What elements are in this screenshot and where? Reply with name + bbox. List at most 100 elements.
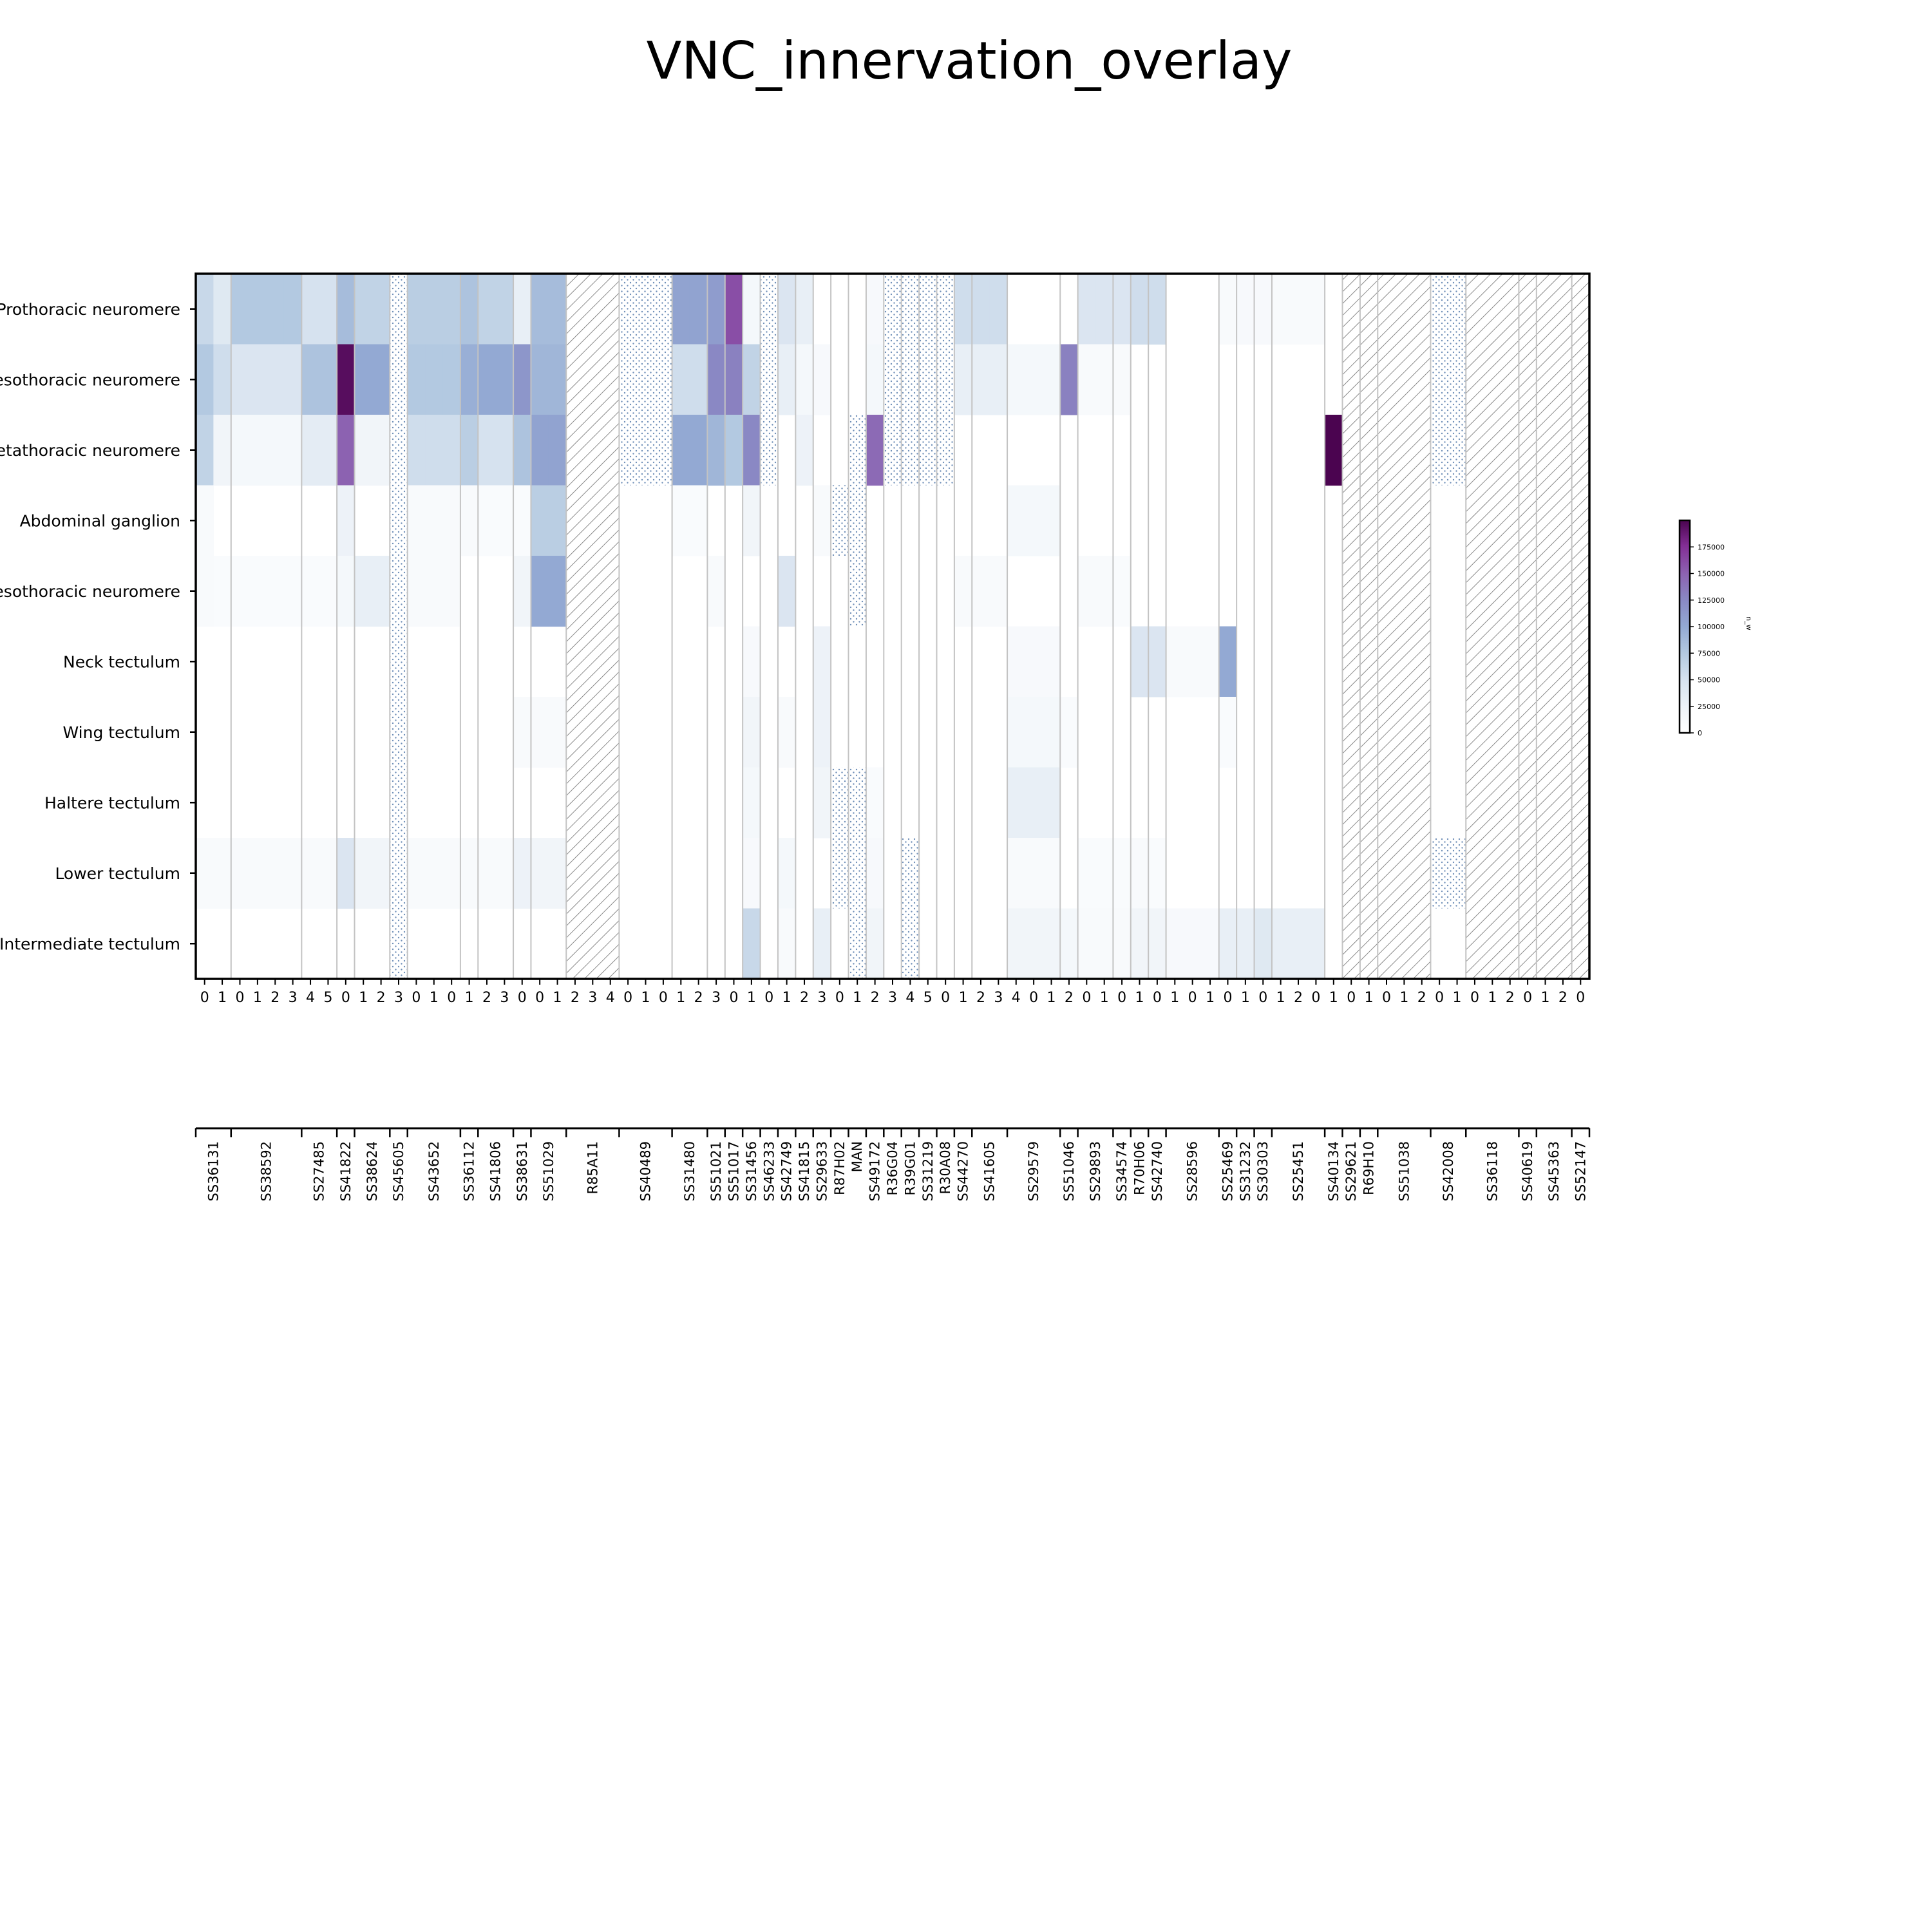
heatmap-cell (531, 838, 549, 909)
group-label: SS29893 (1088, 1141, 1103, 1201)
heatmap-cell (513, 838, 532, 909)
heatmap-cell (249, 556, 267, 627)
heatmap-cell (266, 838, 285, 909)
x-tick-label: 0 (1576, 990, 1585, 1006)
heatmap-cell (672, 485, 690, 556)
heatmap-cell (989, 556, 1008, 627)
heatmap-cell (425, 344, 444, 415)
x-tick-label: 2 (1065, 990, 1074, 1006)
heatmap-cell (425, 838, 444, 909)
x-tick-label: 0 (1347, 990, 1356, 1006)
heatmap-cell (813, 697, 831, 768)
group-label: SS52147 (1573, 1141, 1588, 1201)
heatmap-cell (1095, 908, 1114, 980)
heatmap-overlays (390, 274, 1466, 979)
heatmap-cell (1007, 626, 1026, 697)
heatmap-cell (231, 838, 249, 909)
heatmap-cell (354, 274, 373, 345)
x-tick-label: 1 (747, 990, 756, 1006)
heatmap-cell (813, 485, 831, 556)
heatmap-cell (1095, 344, 1114, 415)
dotted-cell (884, 415, 902, 486)
heatmap-cell (196, 344, 214, 415)
heatmap-cell (1130, 908, 1149, 980)
x-tick-label: 3 (500, 990, 509, 1006)
dotted-cell (848, 838, 866, 909)
group-label: SS36112 (462, 1141, 477, 1201)
x-tick-label: 2 (1294, 990, 1303, 1006)
heatmap-cell (1218, 697, 1237, 768)
x-tick-label: 1 (465, 990, 474, 1006)
group-label: SS41815 (797, 1141, 812, 1201)
group-axis: SS36131 SS38592 SS27485 SS41822 SS38624 SS456… (194, 1127, 1591, 1201)
heatmap-cell (531, 274, 549, 345)
heatmap-cell (266, 274, 285, 345)
x-tick-label: 4 (306, 990, 315, 1006)
dotted-cell (901, 908, 920, 979)
heatmap-cell (989, 344, 1008, 415)
x-tick-label: 1 (1276, 990, 1285, 1006)
x-tick-label: 3 (394, 990, 403, 1006)
heatmap-cell (743, 838, 761, 909)
heatmap-cell (1077, 344, 1096, 415)
heatmap-cell (689, 274, 708, 345)
group-label: SS42740 (1150, 1141, 1165, 1201)
heatmap-cell (337, 485, 355, 556)
x-tick-label: 1 (782, 990, 791, 1006)
heatmap-cell (1077, 838, 1096, 909)
heatmap-cell (354, 838, 373, 909)
row-label: Wing tectulum (63, 723, 181, 742)
heatmap-cell (1025, 626, 1043, 697)
group-label: SS29633 (814, 1141, 829, 1201)
heatmap-cell (196, 415, 214, 486)
heatmap-cell (478, 344, 497, 415)
heatmap-cell (1148, 274, 1167, 345)
heatmap-cell (372, 838, 390, 909)
heatmap-cell (954, 344, 972, 415)
row-label: Haltere tectulum (44, 793, 180, 812)
heatmap-cell (531, 485, 549, 556)
x-tick-label: 0 (447, 990, 456, 1006)
heatmap-cell (813, 767, 831, 838)
x-tick-label: 0 (1117, 990, 1126, 1006)
group-label: SS30303 (1255, 1141, 1271, 1201)
dotted-cell (919, 415, 937, 486)
heatmap-cell (689, 485, 708, 556)
heatmap-cell (1218, 274, 1237, 345)
heatmap-cell (460, 344, 478, 415)
heatmap-cell (689, 344, 708, 415)
x-tick-label: 1 (853, 990, 862, 1006)
heatmap-cell (1271, 274, 1290, 345)
heatmap-cell (1095, 556, 1114, 627)
group-label: SS51046 (1061, 1141, 1077, 1201)
heatmap-cell (1166, 908, 1184, 980)
heatmap-cell (319, 415, 337, 486)
dotted-cell (619, 415, 672, 486)
x-tick-label: 0 (518, 990, 527, 1006)
heatmap-cell (354, 344, 373, 415)
heatmap-cell (1236, 274, 1255, 345)
heatmap-cell (283, 838, 302, 909)
group-label: SS25469 (1220, 1141, 1235, 1201)
heatmap-cell (1289, 274, 1308, 345)
group-label: SS45605 (391, 1141, 406, 1201)
row-label: Neck tectulum (63, 652, 180, 671)
x-tick-label: 3 (817, 990, 826, 1006)
heatmap-cell (813, 344, 831, 415)
heatmap-cell (777, 556, 796, 627)
group-label: SS36131 (205, 1141, 221, 1201)
group-label: SS25451 (1291, 1141, 1306, 1201)
heatmap-cell (1042, 626, 1061, 697)
heatmap-cell (513, 485, 532, 556)
x-tick-label: 2 (694, 990, 703, 1006)
heatmap-cell (743, 697, 761, 768)
heatmap-cell (337, 415, 355, 486)
dotted-cell (1430, 344, 1466, 415)
heatmap-cell (1025, 344, 1043, 415)
dotted-cell (848, 415, 866, 486)
heatmap-cell (777, 697, 796, 768)
group-label: SS42749 (779, 1141, 795, 1201)
heatmap-cell (531, 415, 549, 486)
x-tick-label: 0 (1435, 990, 1444, 1006)
colorbar-tick-label: 0 (1698, 729, 1702, 737)
